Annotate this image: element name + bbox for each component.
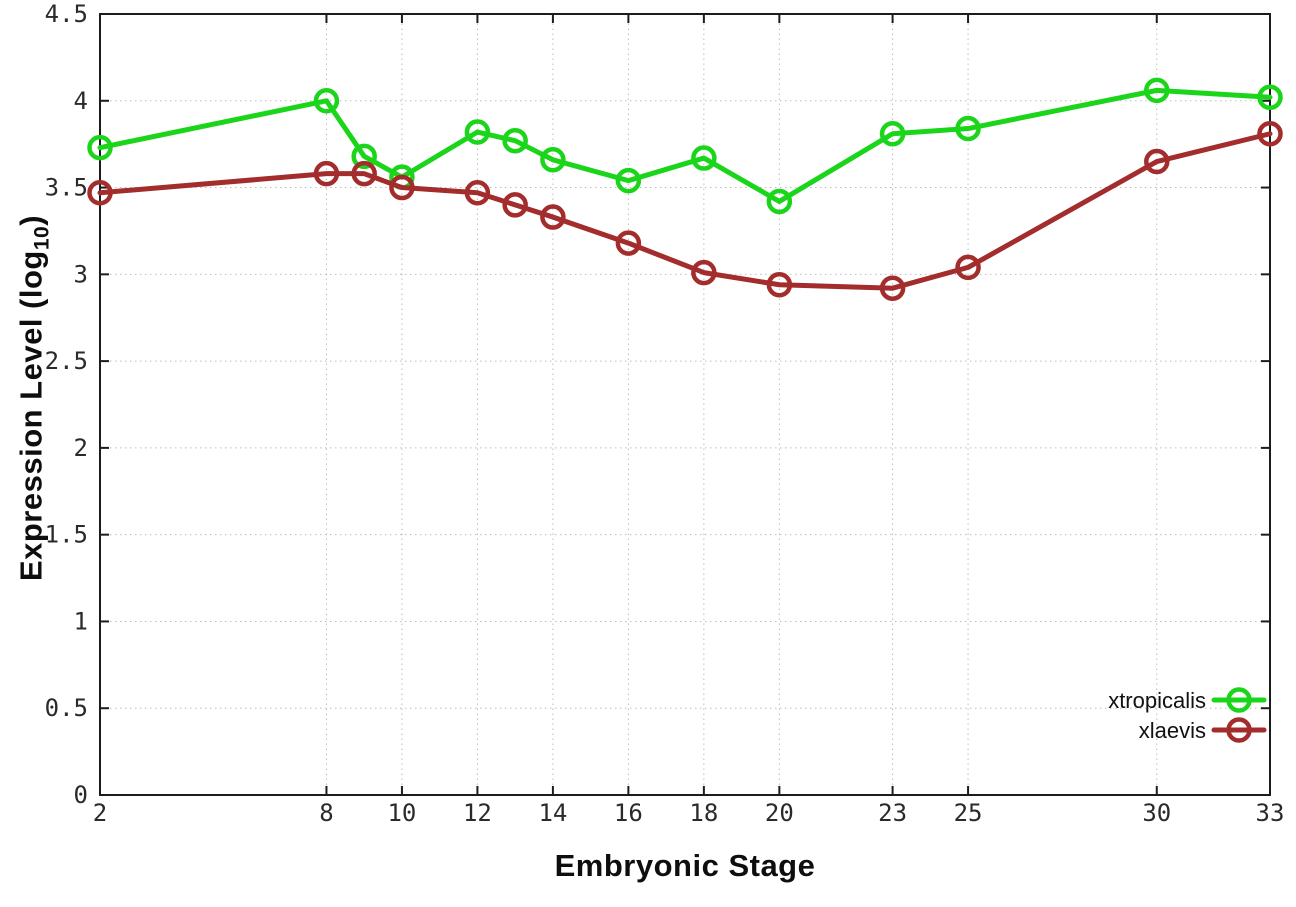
marker-xlaevis-2 xyxy=(87,180,113,206)
series-line-xlaevis xyxy=(97,131,1273,291)
marker-xtropicalis-13 xyxy=(502,127,528,154)
marker-xtropicalis-30 xyxy=(1144,77,1170,104)
y-tick-label-0: 0 xyxy=(74,781,88,809)
marker-xlaevis-14 xyxy=(540,204,566,230)
legend-marker-xtropicalis xyxy=(1226,687,1252,713)
x-tick-label-33: 33 xyxy=(1256,799,1285,827)
x-tick-label-18: 18 xyxy=(689,799,718,827)
marker-xtropicalis-9 xyxy=(351,143,377,170)
y-tick-label-1: 1 xyxy=(74,607,88,635)
x-tick-label-30: 30 xyxy=(1142,799,1171,827)
marker-xtropicalis-12 xyxy=(464,119,491,145)
plot-border xyxy=(99,13,1271,796)
legend-label-xtropicalis: xtropicalis xyxy=(1108,688,1206,713)
marker-xlaevis-30 xyxy=(1144,148,1170,175)
marker-xtropicalis-14 xyxy=(540,147,566,173)
x-tick-label-12: 12 xyxy=(463,799,492,827)
y-axis-title-subscript: 10 xyxy=(30,225,54,251)
marker-xlaevis-33 xyxy=(1257,121,1283,147)
y-tick-label-2.5: 2.5 xyxy=(45,347,88,375)
marker-xlaevis-8 xyxy=(313,160,340,187)
x-axis-title: Embryonic Stage xyxy=(554,848,816,883)
marker-xtropicalis-20 xyxy=(766,188,793,215)
x-tick-label-23: 23 xyxy=(878,799,907,827)
y-axis-title-close: ) xyxy=(13,214,49,226)
y-tick-label-2: 2 xyxy=(74,434,88,462)
marker-xlaevis-13 xyxy=(502,192,528,218)
x-tick-label-16: 16 xyxy=(614,799,643,827)
y-tick-label-0.5: 0.5 xyxy=(45,694,88,722)
marker-xlaevis-16 xyxy=(615,230,642,256)
y-tick-label-3.5: 3.5 xyxy=(45,174,88,202)
series-line-xtropicalis xyxy=(97,87,1273,204)
marker-xtropicalis-23 xyxy=(879,121,906,147)
y-tick-label-4: 4 xyxy=(74,87,88,115)
x-tick-label-25: 25 xyxy=(954,799,983,827)
y-tick-label-4.5: 4.5 xyxy=(45,0,88,28)
marker-xtropicalis-33 xyxy=(1257,84,1283,111)
y-axis-title: Expression Level (log10) xyxy=(14,215,55,581)
marker-xlaevis-10 xyxy=(389,174,415,201)
marker-xlaevis-18 xyxy=(691,259,717,286)
marker-xtropicalis-16 xyxy=(615,167,642,194)
marker-xlaevis-25 xyxy=(955,254,981,281)
y-tick-label-3: 3 xyxy=(74,260,88,288)
x-tick-label-14: 14 xyxy=(538,799,567,827)
x-tick-label-8: 8 xyxy=(319,799,333,827)
y-tick-label-1.5: 1.5 xyxy=(45,521,88,549)
y-axis-title-text: Expression Level (log xyxy=(13,250,49,582)
legend-marker-xlaevis xyxy=(1226,717,1252,743)
marker-xtropicalis-18 xyxy=(691,145,717,171)
marker-xtropicalis-2 xyxy=(87,134,113,161)
marker-xlaevis-12 xyxy=(464,180,491,206)
legend-label-xlaevis: xlaevis xyxy=(1139,718,1206,743)
x-tick-label-10: 10 xyxy=(387,799,416,827)
marker-xtropicalis-8 xyxy=(313,88,340,114)
marker-xlaevis-9 xyxy=(351,160,377,187)
x-tick-label-2: 2 xyxy=(93,799,107,827)
x-tick-label-20: 20 xyxy=(765,799,794,827)
marker-xlaevis-23 xyxy=(879,275,906,301)
marker-xlaevis-20 xyxy=(766,271,793,298)
marker-xtropicalis-25 xyxy=(955,115,981,142)
